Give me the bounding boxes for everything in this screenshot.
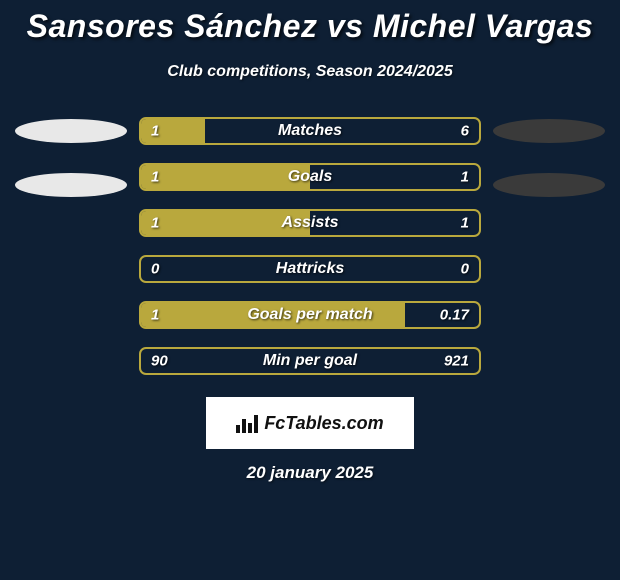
stat-bar: 0 0 Hattricks (139, 255, 481, 283)
stat-label: Min per goal (263, 352, 357, 370)
stat-value-right: 6 (461, 123, 469, 140)
stat-bars: 1 6 Matches 1 1 Goals 1 1 Assists 0 0 Hattricks 1 0.1… (139, 117, 481, 375)
team-badge (493, 173, 605, 197)
subtitle: Club competitions, Season 2024/2025 (0, 63, 620, 81)
stat-label: Matches (278, 122, 342, 140)
stat-label: Goals per match (247, 306, 372, 324)
stat-bar: 1 1 Assists (139, 209, 481, 237)
stat-value-left: 90 (151, 353, 168, 370)
stat-value-right: 921 (444, 353, 469, 370)
team-badge (15, 119, 127, 143)
stat-value-left: 0 (151, 261, 159, 278)
stat-label: Hattricks (276, 260, 344, 278)
team-badge (15, 173, 127, 197)
stat-value-left: 1 (151, 307, 159, 324)
right-badge-column (493, 117, 605, 197)
stat-value-left: 1 (151, 169, 159, 186)
brand-box: FcTables.com (206, 397, 414, 449)
stat-bar: 1 0.17 Goals per match (139, 301, 481, 329)
stat-value-right: 0 (461, 261, 469, 278)
stat-value-left: 1 (151, 123, 159, 140)
stat-bar: 90 921 Min per goal (139, 347, 481, 375)
brand-bars-icon (236, 413, 258, 433)
stat-label: Goals (288, 168, 332, 186)
stat-label: Assists (282, 214, 339, 232)
left-badge-column (15, 117, 127, 197)
stats-area: 1 6 Matches 1 1 Goals 1 1 Assists 0 0 Hattricks 1 0.1… (0, 117, 620, 375)
stat-value-right: 0.17 (440, 307, 469, 324)
stat-value-right: 1 (461, 215, 469, 232)
team-badge (493, 119, 605, 143)
stat-bar: 1 1 Goals (139, 163, 481, 191)
page-title: Sansores Sánchez vs Michel Vargas (0, 8, 620, 45)
brand-text: FcTables.com (264, 413, 383, 434)
date: 20 january 2025 (0, 463, 620, 483)
stat-value-left: 1 (151, 215, 159, 232)
stat-fill-left (141, 165, 310, 189)
stat-bar: 1 6 Matches (139, 117, 481, 145)
stat-value-right: 1 (461, 169, 469, 186)
